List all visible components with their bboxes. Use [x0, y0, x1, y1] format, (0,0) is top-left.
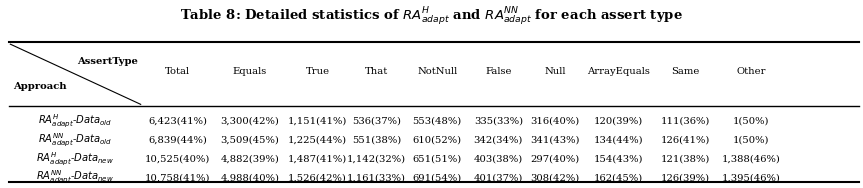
Text: 6,423(41%): 6,423(41%): [148, 117, 207, 126]
Text: 4,882(39%): 4,882(39%): [220, 154, 280, 163]
Text: False: False: [485, 67, 512, 76]
Text: 6,839(44%): 6,839(44%): [148, 136, 207, 145]
Text: 126(41%): 126(41%): [660, 136, 710, 145]
Text: 553(48%): 553(48%): [413, 117, 462, 126]
Text: 1,526(42%): 1,526(42%): [288, 173, 347, 182]
Text: That: That: [365, 67, 388, 76]
Text: Same: Same: [671, 67, 699, 76]
Text: 691(54%): 691(54%): [413, 173, 462, 182]
Text: NotNull: NotNull: [417, 67, 457, 76]
Text: Other: Other: [736, 67, 765, 76]
Text: AssertType: AssertType: [77, 57, 138, 66]
Text: Equals: Equals: [233, 67, 267, 76]
Text: $RA^{H}_{adapt}$-$Data_{old}$: $RA^{H}_{adapt}$-$Data_{old}$: [38, 113, 113, 130]
Text: 536(37%): 536(37%): [352, 117, 401, 126]
Text: $RA^{NN}_{adapt}$-$Data_{new}$: $RA^{NN}_{adapt}$-$Data_{new}$: [36, 169, 115, 186]
Text: 1,142(32%): 1,142(32%): [347, 154, 406, 163]
Text: 120(39%): 120(39%): [594, 117, 644, 126]
Text: $RA^{NN}_{adapt}$-$Data_{old}$: $RA^{NN}_{adapt}$-$Data_{old}$: [38, 131, 113, 149]
Text: 1,395(46%): 1,395(46%): [721, 173, 780, 182]
Text: True: True: [306, 67, 330, 76]
Text: ArrayEquals: ArrayEquals: [588, 67, 650, 76]
Text: $RA^{H}_{adapt}$-$Data_{new}$: $RA^{H}_{adapt}$-$Data_{new}$: [36, 150, 115, 168]
Text: Null: Null: [545, 67, 566, 76]
Text: 342(34%): 342(34%): [474, 136, 523, 145]
Text: 3,509(45%): 3,509(45%): [220, 136, 280, 145]
Text: 308(42%): 308(42%): [531, 173, 580, 182]
Text: Approach: Approach: [13, 82, 66, 91]
Text: 10,758(41%): 10,758(41%): [145, 173, 211, 182]
Text: 1,487(41%): 1,487(41%): [288, 154, 347, 163]
Text: 403(38%): 403(38%): [474, 154, 523, 163]
Text: 1,151(41%): 1,151(41%): [288, 117, 347, 126]
Text: 1(50%): 1(50%): [733, 136, 769, 145]
Text: 162(45%): 162(45%): [594, 173, 644, 182]
Text: 551(38%): 551(38%): [352, 136, 401, 145]
Text: 111(36%): 111(36%): [660, 117, 710, 126]
Text: 1,225(44%): 1,225(44%): [288, 136, 347, 145]
Text: Table 8: Detailed statistics of $RA^{H}_{adapt}$ and $RA^{NN}_{adapt}$ for each : Table 8: Detailed statistics of $RA^{H}_…: [180, 6, 683, 28]
Text: 126(39%): 126(39%): [661, 173, 709, 182]
Text: 297(40%): 297(40%): [531, 154, 580, 163]
Text: Total: Total: [165, 67, 191, 76]
Text: 651(51%): 651(51%): [413, 154, 462, 163]
Text: 610(52%): 610(52%): [413, 136, 462, 145]
Text: 1,161(33%): 1,161(33%): [347, 173, 406, 182]
Text: 121(38%): 121(38%): [660, 154, 710, 163]
Text: 341(43%): 341(43%): [531, 136, 580, 145]
Text: 1(50%): 1(50%): [733, 117, 769, 126]
Text: 1,388(46%): 1,388(46%): [721, 154, 780, 163]
Text: 401(37%): 401(37%): [474, 173, 523, 182]
Text: 10,525(40%): 10,525(40%): [145, 154, 211, 163]
Text: 335(33%): 335(33%): [474, 117, 523, 126]
Text: 134(44%): 134(44%): [594, 136, 644, 145]
Text: 154(43%): 154(43%): [594, 154, 644, 163]
Text: 316(40%): 316(40%): [531, 117, 580, 126]
Text: 3,300(42%): 3,300(42%): [220, 117, 280, 126]
Text: 4,988(40%): 4,988(40%): [220, 173, 280, 182]
